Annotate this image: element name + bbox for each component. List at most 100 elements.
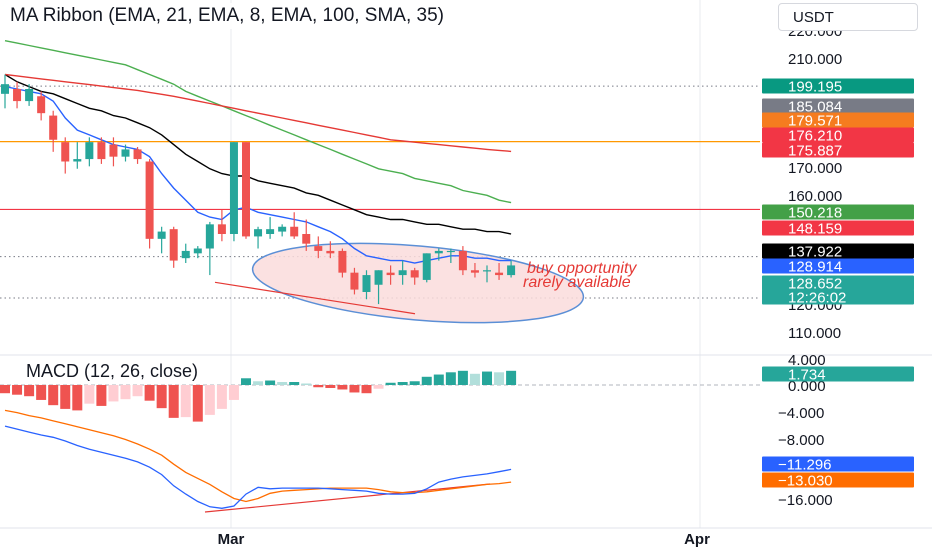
price-label-150.218: 150.218: [788, 205, 842, 222]
macd-hist-bar-11: [132, 385, 143, 397]
currency-selector[interactable]: USDT: [778, 3, 918, 31]
macd-label-bg-−11.296: [762, 456, 914, 472]
price-label-bg-176.210: [762, 127, 914, 143]
candle-body-41: [495, 272, 504, 276]
price-label-137.922: 137.922: [788, 244, 842, 261]
macd-hist-bar-22: [265, 380, 276, 385]
macd-divergence-line: [204, 483, 491, 513]
price-label-bg-137.922: [762, 243, 914, 259]
candle-body-8: [97, 142, 106, 160]
macd-title[interactable]: MACD (12, 26, close): [20, 359, 205, 383]
candle-body-19: [229, 142, 238, 234]
macd-hist-bar-36: [433, 374, 444, 385]
price-label-bg-150.218: [762, 204, 914, 220]
candle-body-40: [483, 270, 491, 272]
candle-body-29: [350, 272, 359, 290]
candle-body-17: [205, 224, 214, 249]
macd-hist-bar-40: [482, 371, 492, 385]
macd-hist-bar-34: [409, 381, 420, 385]
trend-drawings: [204, 281, 491, 513]
candle-body-42: [507, 265, 516, 276]
macd-hist-bar-39: [469, 373, 480, 385]
macd-hist-bar-37: [445, 372, 456, 385]
macd-hist-bar-15: [180, 385, 191, 418]
candle-body-4: [49, 115, 58, 140]
candle-body-34: [410, 270, 419, 278]
indicator-title[interactable]: MA Ribbon (EMA, 21, EMA, 8, EMA, 100, SM…: [4, 3, 453, 29]
macd-hist-bar-5: [60, 385, 71, 409]
candle-body-10: [121, 149, 130, 157]
candle-body-11: [133, 149, 142, 160]
macd-hist-bar-2: [24, 385, 35, 397]
candle-body-18: [217, 224, 226, 234]
candle-body-0: [1, 84, 9, 94]
support-trendline: [214, 281, 416, 315]
ema21-line: [4, 73, 512, 235]
time-tick-mar: Mar: [218, 531, 245, 548]
macd-line: [4, 425, 512, 509]
price-tick-110.000: 110.000: [788, 325, 841, 342]
macd-hist-bar-32: [385, 382, 396, 385]
macd-hist-bar-24: [289, 382, 300, 385]
candle-body-23: [278, 226, 287, 232]
price-label-bg-185.084: [762, 98, 914, 114]
macd-hist-bar-8: [96, 385, 107, 406]
candle-body-15: [181, 250, 190, 259]
price-tick-210.000: 210.000: [788, 51, 842, 68]
macd-hist-bar-28: [337, 385, 348, 390]
macd-tick--16.000: −16.000: [778, 492, 833, 509]
macd-hist-bar-35: [421, 376, 432, 385]
candle-body-2: [25, 89, 34, 102]
macd-hist-bar-10: [120, 385, 131, 400]
candle-body-24: [290, 226, 299, 237]
macd-hist-bar-33: [397, 382, 408, 385]
candle-body-25: [302, 234, 311, 244]
macd-hist-bar-6: [72, 385, 83, 411]
price-label-bg-175.887: [762, 142, 914, 158]
price-label-148.159: 148.159: [788, 221, 842, 238]
candle-body-20: [242, 142, 250, 237]
macd-hist-bar-31: [373, 385, 384, 389]
candle-body-21: [254, 229, 263, 237]
candle-body-7: [85, 142, 94, 160]
time-tick-apr: Apr: [684, 531, 710, 548]
time-axis: Mar Apr: [218, 531, 710, 548]
price-label-bg-12:26:02: [762, 289, 914, 305]
macd-hist-bar-13: [156, 385, 167, 409]
candle-body-32: [386, 272, 395, 276]
candle-body-5: [61, 142, 70, 162]
candle-body-3: [37, 96, 46, 114]
macd-hist-bar-20: [241, 378, 251, 385]
price-label-185.084: 185.084: [788, 99, 842, 116]
price-label-176.210: 176.210: [788, 128, 842, 145]
price-label-bg-179.571: [762, 112, 914, 128]
candle-body-14: [169, 229, 178, 261]
macd-hist-bar-29: [349, 385, 360, 393]
ellipse-layer: [251, 242, 585, 324]
candle-body-39: [470, 270, 479, 273]
price-label-12:26:02: 12:26:02: [788, 290, 846, 307]
macd-hist-bar-42: [506, 370, 517, 385]
macd-label-bg-−13.030: [762, 472, 914, 488]
macd-tick-4.000: 4.000: [788, 352, 826, 369]
candle-body-6: [73, 159, 82, 162]
macd-hist-bar-14: [168, 385, 179, 418]
macd-label-bg-1.734: [762, 366, 914, 382]
candle-body-26: [314, 246, 323, 251]
macd-hist-bar-26: [313, 385, 324, 388]
grid: [0, 0, 932, 529]
macd-label-−11.296: −11.296: [778, 457, 832, 474]
candle-body-13: [157, 231, 166, 239]
macd-tick-0.000: 0.000: [788, 378, 826, 395]
macd-hist-bar-23: [277, 382, 288, 385]
candle-body-35: [422, 253, 431, 280]
annotation-line-1: buy opportunity: [527, 260, 637, 277]
macd-tick--8.000: −8.000: [778, 432, 824, 449]
price-label-bg-128.652: [762, 275, 914, 291]
candle-body-22: [266, 229, 275, 234]
price-tick-170.000: 170.000: [788, 160, 842, 177]
macd-signal-line: [4, 409, 512, 503]
levels-layer: [0, 85, 760, 299]
price-label-175.887: 175.887: [788, 143, 842, 160]
